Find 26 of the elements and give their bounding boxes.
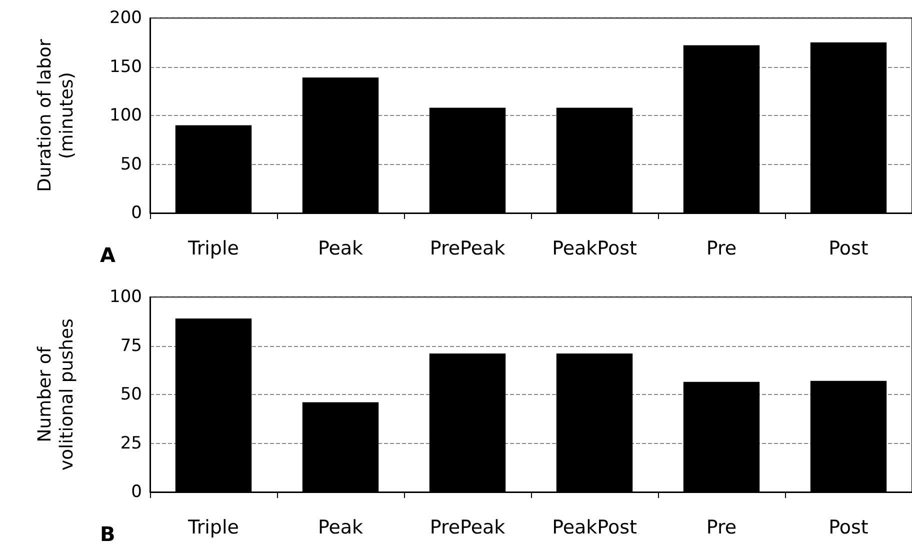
y-axis-title: Duration of labor (minutes): [34, 38, 78, 192]
x-tick-label: PrePeak: [430, 238, 506, 260]
y-tick-label: 0: [131, 203, 142, 223]
x-tick-label: Pre: [706, 238, 737, 260]
y-tick-label: 50: [120, 154, 142, 174]
y-tick-label: 50: [120, 384, 142, 404]
x-tick-label: Pre: [706, 516, 737, 538]
x-tick-label: Triple: [187, 238, 239, 260]
x-tick-label: Triple: [187, 516, 239, 538]
x-tick-label: Post: [828, 516, 868, 538]
y-tick-label: 100: [110, 106, 142, 126]
text: A: [100, 243, 116, 267]
text: B: [100, 522, 116, 546]
x-tick-label: PrePeak: [430, 516, 506, 538]
y-tick-label: 200: [110, 8, 142, 28]
y-axis-title: Number of volitional pushes: [34, 318, 78, 470]
y-tick-label: 150: [110, 56, 142, 77]
y-tick-label: 100: [110, 287, 142, 307]
x-tick-label: Post: [828, 238, 868, 260]
x-tick-label: Peak: [318, 516, 364, 538]
x-tick-label: Peak: [318, 238, 364, 260]
x-tick-label: PeakPost: [552, 238, 637, 260]
y-tick-label: 0: [131, 482, 142, 502]
x-tick-label: PeakPost: [552, 516, 637, 538]
y-tick-label: 75: [120, 336, 142, 356]
y-tick-label: 25: [120, 433, 142, 454]
